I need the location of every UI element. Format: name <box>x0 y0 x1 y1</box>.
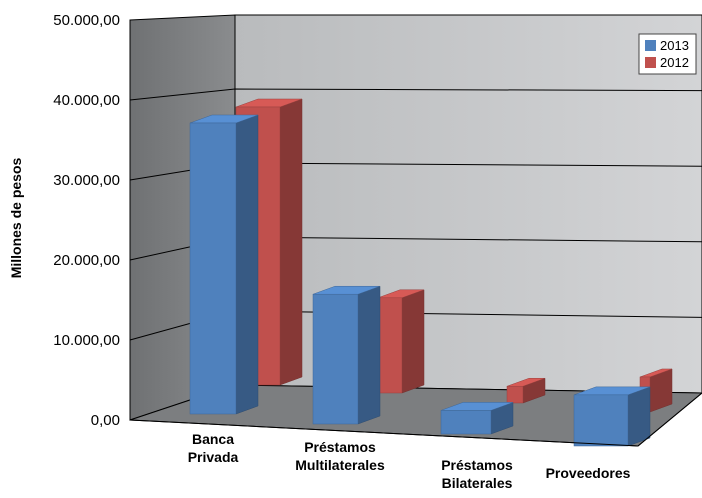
y-tick-label: 50.000,00 <box>53 12 120 29</box>
legend: 2013 2012 <box>638 33 697 75</box>
y-axis-label: Millones de pesos <box>8 157 24 278</box>
bar-side <box>401 289 425 394</box>
legend-swatch <box>645 57 656 68</box>
legend-label: 2012 <box>660 55 689 70</box>
bar-2013-0 <box>189 114 259 415</box>
bar-front <box>506 385 524 404</box>
back-wall <box>234 14 702 394</box>
y-tick-label: 10.000,00 <box>53 332 120 349</box>
y-axis-ticks: 0,00 10.000,00 20.000,00 30.000,00 40.000,00… <box>53 12 120 429</box>
y-tick-label: 0,00 <box>91 412 120 429</box>
x-axis-categories: Banca Privada Préstamos Multilaterales Prést… <box>188 431 631 491</box>
floor-right-line <box>637 392 702 447</box>
floor-front-edge <box>129 392 702 447</box>
x-tick-label: Préstamos Multilaterales <box>295 439 385 473</box>
y-tick-label: 40.000,00 <box>53 92 120 109</box>
bar-2013-2 <box>440 402 514 435</box>
bar-2013-3 <box>573 386 651 447</box>
x-tick-label: Proveedores <box>546 465 631 481</box>
x-tick-label: Préstamos Bilaterales <box>441 457 513 491</box>
bars <box>189 98 673 447</box>
legend-label: 2013 <box>660 38 689 53</box>
bar-side <box>235 114 259 415</box>
bar-front <box>440 410 492 435</box>
bar-front <box>377 297 403 394</box>
bar-front <box>189 122 237 415</box>
y-tick-label: 30.000,00 <box>53 172 120 189</box>
legend-swatch <box>645 40 656 51</box>
bar-2013-1 <box>312 285 381 425</box>
gridline <box>129 88 702 101</box>
bar-2012-1 <box>377 289 425 394</box>
bar-2012-2 <box>506 377 546 404</box>
bar-front <box>573 394 629 447</box>
floor-front-line <box>129 419 639 447</box>
bar-side <box>279 98 303 386</box>
bar-front <box>312 293 359 425</box>
x-tick-label: Banca Privada <box>188 431 239 465</box>
y-tick-label: 20.000,00 <box>53 252 120 269</box>
bar-side <box>357 285 381 425</box>
bar-side <box>627 386 651 447</box>
